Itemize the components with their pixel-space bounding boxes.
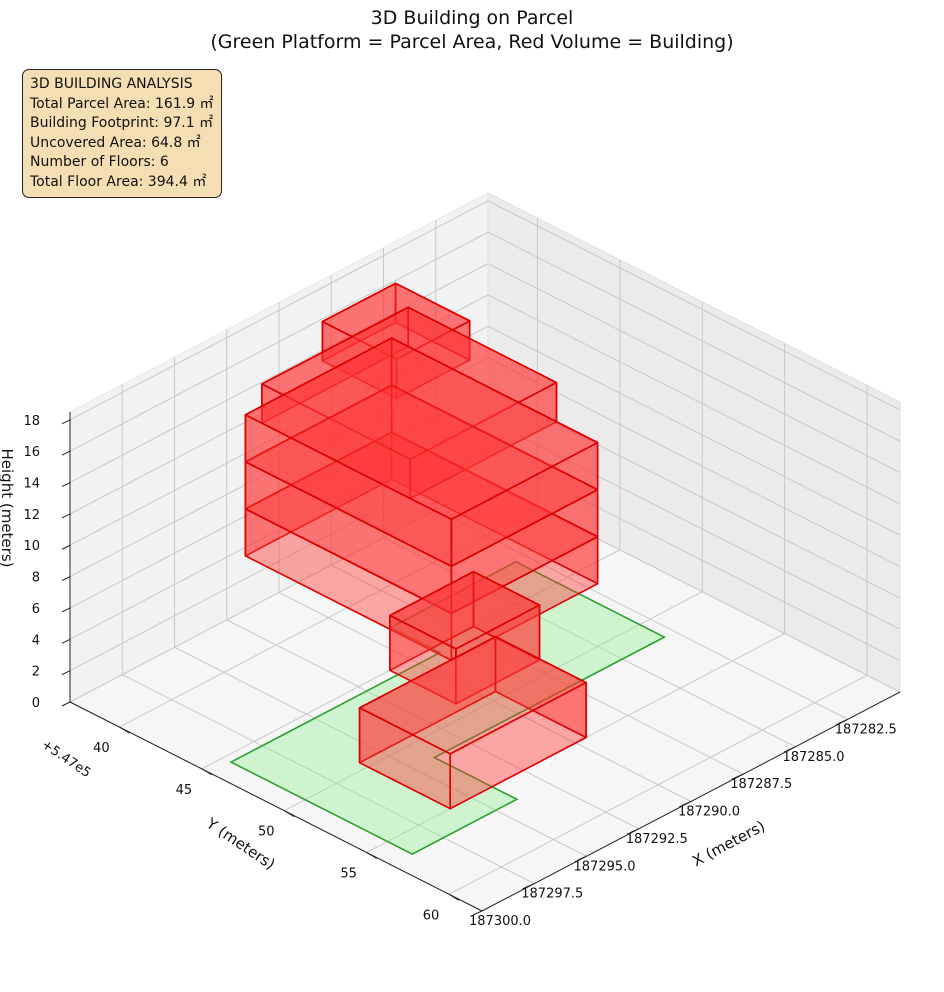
grid-line-z-back — [69, 231, 489, 452]
z-tick-label: 14 — [23, 477, 40, 492]
grid-line-z-side — [487, 294, 901, 505]
grid-line-y-floor — [284, 591, 703, 812]
grid-line-z-side — [487, 263, 901, 473]
x-tick — [786, 746, 796, 752]
grid-line-z-side — [487, 388, 901, 599]
x-tick-label: 187282.5 — [835, 722, 897, 737]
z-tick-label: 0 — [32, 696, 40, 711]
grid-line-z-back — [69, 325, 489, 546]
grid-line-z-back — [69, 388, 489, 609]
z-tick — [61, 513, 71, 519]
grid-line-z-side — [487, 325, 901, 536]
grid-line-x-floor — [331, 564, 744, 775]
grid-line-z-back — [69, 357, 489, 578]
x-tick — [838, 718, 848, 724]
x-tick-label: 187287.5 — [730, 777, 792, 792]
building-roof — [244, 337, 599, 521]
building-roof — [389, 570, 541, 650]
chart-subtitle: (Green Platform = Parcel Area, Red Volum… — [210, 31, 734, 53]
grid-line-y-floor — [119, 507, 538, 728]
grid-line-z-side — [487, 451, 901, 662]
x-axis-label: X (meters) — [689, 817, 768, 870]
grid-line-z-back — [69, 294, 489, 515]
grid-line-z-side — [487, 200, 901, 411]
z-tick-label: 4 — [32, 633, 40, 648]
z-tick — [61, 544, 71, 550]
y-tick — [201, 768, 213, 776]
x-tick-label: 187292.5 — [626, 832, 688, 847]
z-tick-label: 2 — [32, 665, 40, 680]
grid-line-z-back — [69, 482, 489, 703]
info-line-parcel-area: Total Parcel Area: 161.9 ㎡ — [30, 95, 214, 112]
grid-line-z-back — [69, 419, 489, 640]
grid-line-z-back — [69, 200, 489, 421]
z-tick-label: 16 — [23, 445, 40, 460]
x-tick — [629, 828, 639, 834]
info-line-floors: Number of Floors: 6 — [30, 154, 169, 170]
z-tick — [61, 638, 71, 644]
z-tick — [61, 419, 71, 425]
y-tick — [283, 810, 295, 818]
grid-line-y-floor — [448, 674, 868, 895]
y-axis-label: Y (meters) — [202, 814, 278, 873]
grid-line-z-back — [69, 263, 489, 483]
info-line-footprint: Building Footprint: 97.1 ㎡ — [30, 115, 214, 131]
y-tick — [366, 852, 377, 859]
x-tick-label: 187300.0 — [469, 914, 531, 929]
y-tick-label: 50 — [258, 825, 275, 840]
x-tick-label: 187285.0 — [783, 750, 845, 765]
building-roof — [261, 306, 558, 461]
building-roof — [321, 282, 471, 361]
grid-line-z-side — [487, 231, 901, 442]
grid-line-z-side — [487, 419, 901, 630]
y-tick — [119, 726, 130, 734]
z-tick — [61, 576, 71, 582]
y-offset-label: +5.47e5 — [39, 737, 94, 781]
x-tick-label: 187290.0 — [678, 805, 740, 820]
z-tick-label: 8 — [32, 571, 40, 586]
x-tick-label: 187295.0 — [574, 859, 636, 874]
x-tick — [734, 773, 744, 779]
y-axis-line — [69, 701, 483, 912]
x-tick — [525, 883, 535, 889]
z-tick-label: 6 — [32, 602, 40, 617]
y-tick-label: 55 — [340, 866, 357, 881]
grid-line-z-side — [487, 482, 901, 693]
y-tick — [448, 893, 460, 901]
chart-title-block: 3D Building on Parcel (Green Platform = … — [0, 6, 944, 54]
z-tick-label: 10 — [23, 539, 40, 554]
grid-line-x-floor — [435, 509, 848, 720]
z-tick — [61, 670, 71, 676]
info-line-heading: 3D BUILDING ANALYSIS — [30, 76, 193, 92]
grid-line-x-floor — [122, 674, 535, 885]
info-line-floor-area: Total Floor Area: 394.4 ㎡ — [30, 173, 207, 190]
x-tick — [681, 801, 692, 806]
grid-line-z-back — [69, 451, 489, 672]
z-axis-label: Height (meters) — [0, 449, 16, 568]
y-tick-label: 60 — [423, 908, 440, 923]
x-tick — [577, 855, 587, 861]
z-tick — [61, 482, 71, 487]
z-tick — [61, 701, 71, 707]
analysis-info-box: 3D BUILDING ANALYSIS Total Parcel Area: … — [22, 69, 222, 198]
parcel-platform — [229, 560, 667, 856]
z-tick — [61, 607, 71, 613]
z-tick-label: 12 — [23, 508, 40, 523]
x-tick — [472, 910, 483, 916]
info-line-uncovered: Uncovered Area: 64.8 ㎡ — [30, 134, 201, 151]
z-tick-label: 18 — [23, 414, 40, 429]
z-tick — [61, 450, 71, 456]
x-tick-label: 187297.5 — [521, 887, 583, 902]
y-tick-label: 45 — [176, 783, 193, 798]
y-tick-label: 40 — [93, 741, 110, 756]
building-roof — [358, 635, 587, 755]
chart-title: 3D Building on Parcel — [370, 7, 574, 29]
